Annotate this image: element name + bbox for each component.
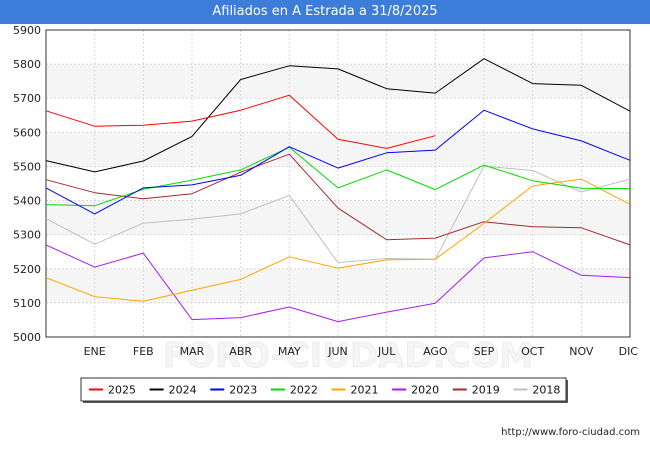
legend-label-2025: 2025 bbox=[108, 384, 136, 397]
band-1 bbox=[46, 268, 630, 303]
watermark: FORO-CIUDAD.COM bbox=[162, 336, 534, 377]
x-tick-label: DIC bbox=[619, 345, 639, 358]
x-axis-ticks: ENE FEB MAR ABR MAY JUN JUL AGO SEP OCT NOV DIC bbox=[84, 345, 639, 358]
legend-label-2024: 2024 bbox=[169, 384, 197, 397]
y-axis-ticks: 5000 5100 5200 5300 5400 5500 5600 5700 5800 5900 bbox=[13, 24, 41, 344]
series-line-2025 bbox=[45, 94, 436, 149]
plot-frame bbox=[45, 29, 631, 338]
x-tick-label: ABR bbox=[229, 345, 252, 358]
source-credit: http://www.foro-ciudad.com bbox=[501, 427, 640, 438]
legend-label-2021: 2021 bbox=[351, 384, 379, 397]
band-3 bbox=[46, 200, 630, 235]
horizontal-gridlines bbox=[46, 29, 630, 338]
chart-title: Afiliados en A Estrada a 31/8/2025 bbox=[0, 0, 650, 24]
band-7 bbox=[46, 64, 630, 99]
y-tick-label: 5700 bbox=[13, 92, 41, 105]
legend-label-2023: 2023 bbox=[229, 384, 257, 397]
x-tick-label: FEB bbox=[133, 345, 154, 358]
series-line-2020 bbox=[45, 244, 631, 323]
series-lines bbox=[45, 58, 631, 323]
series-line-2023 bbox=[45, 109, 631, 215]
band-5 bbox=[46, 132, 630, 167]
x-tick-label: JUN bbox=[327, 345, 348, 358]
series-line-2018 bbox=[45, 165, 631, 264]
series-line-2022 bbox=[45, 146, 631, 207]
x-tick-label: SEP bbox=[474, 345, 495, 358]
x-tick-label: OCT bbox=[521, 345, 544, 358]
legend: 2025 2024 2023 2022 2021 2020 2019 2018 bbox=[80, 377, 568, 403]
y-tick-label: 5900 bbox=[13, 24, 41, 37]
y-tick-label: 5400 bbox=[13, 195, 41, 208]
y-tick-label: 5200 bbox=[13, 263, 41, 276]
legend-label-2020: 2020 bbox=[411, 384, 439, 397]
watermark-text: FORO-CIUDAD.COM bbox=[163, 336, 534, 376]
x-tick-label: JUL bbox=[377, 345, 396, 358]
y-tick-label: 5500 bbox=[13, 160, 41, 173]
y-tick-label: 5100 bbox=[13, 297, 41, 310]
x-tick-label: MAY bbox=[278, 345, 301, 358]
y-tick-label: 5600 bbox=[13, 126, 41, 139]
series-line-2019 bbox=[45, 153, 631, 246]
series-line-2024 bbox=[45, 58, 631, 173]
legend-label-2018: 2018 bbox=[532, 384, 560, 397]
y-tick-label: 5300 bbox=[13, 229, 41, 242]
legend-label-2022: 2022 bbox=[290, 384, 318, 397]
legend-box bbox=[80, 377, 567, 402]
vertical-gridlines bbox=[94, 30, 582, 337]
y-tick-label: 5000 bbox=[13, 331, 41, 344]
legend-label-2019: 2019 bbox=[472, 384, 500, 397]
x-tick-label: ENE bbox=[84, 345, 106, 358]
x-tick-label: NOV bbox=[569, 345, 594, 358]
x-tick-label: MAR bbox=[180, 345, 205, 358]
series-line-2021 bbox=[45, 178, 631, 302]
x-tick-label: AGO bbox=[423, 345, 448, 358]
y-tick-label: 5800 bbox=[13, 58, 41, 71]
